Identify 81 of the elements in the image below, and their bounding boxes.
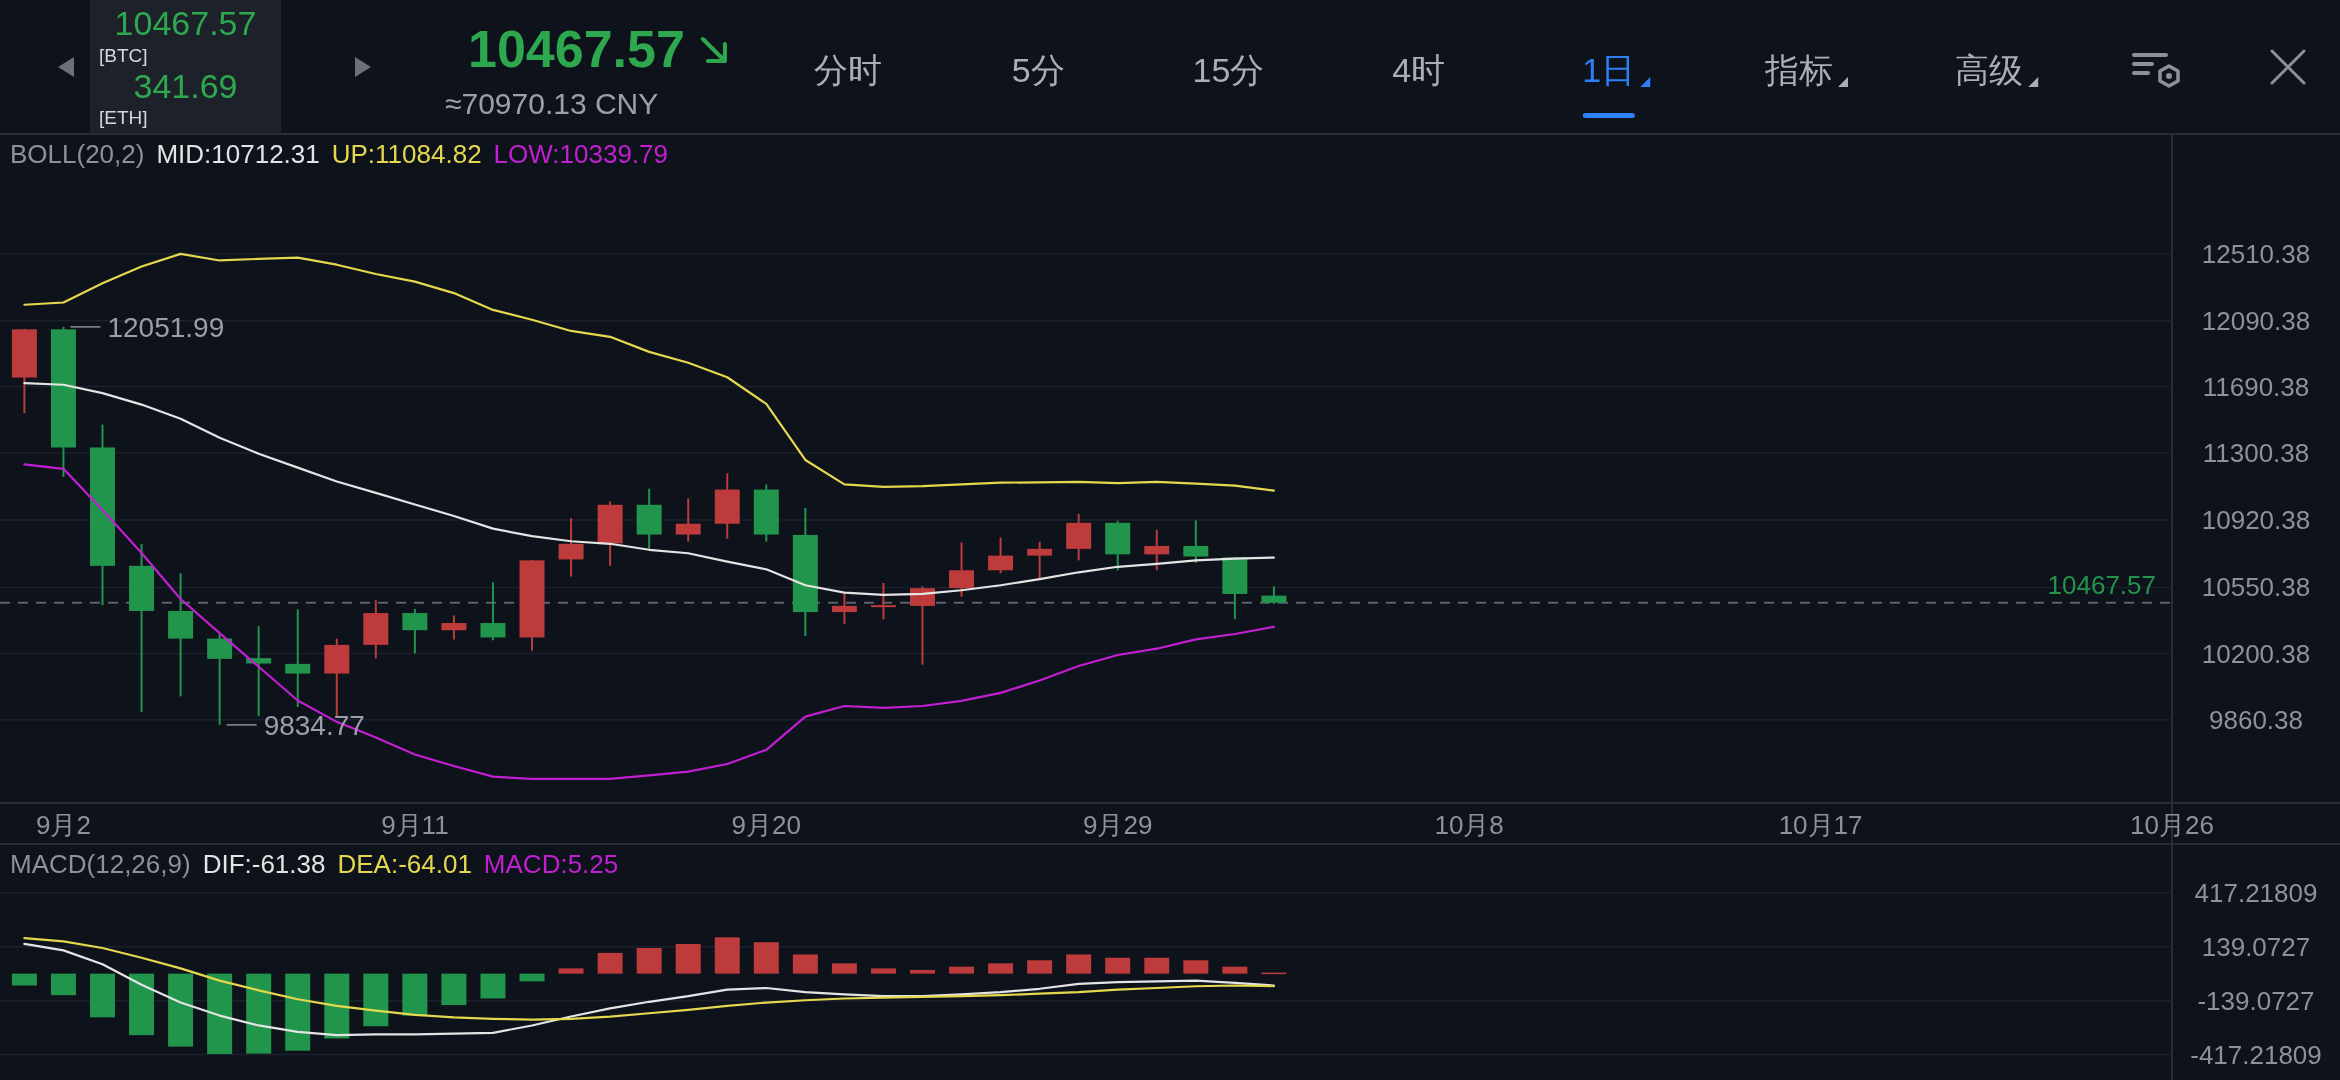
x-tick-label: 9月29 (1083, 809, 1153, 840)
bar (753, 942, 779, 974)
category-label: 4时 (1392, 50, 1446, 89)
candlestick (870, 582, 896, 621)
line-series (23, 381, 1276, 596)
bar (285, 973, 311, 1051)
y-tick-label: 12090.38 (2201, 305, 2311, 336)
y-tick-label: 11300.38 (2202, 438, 2310, 469)
bar (910, 969, 935, 974)
x-tick-label: 9月2 (35, 809, 91, 840)
bar (675, 943, 701, 974)
bar (402, 973, 428, 1016)
candlestick (441, 614, 467, 641)
category-label: 15分 (1192, 50, 1265, 89)
y-tick-label: 10920.38 (2201, 505, 2311, 535)
bar (1105, 957, 1131, 974)
bar (90, 973, 115, 1018)
bar (324, 973, 350, 1039)
bar (441, 973, 467, 1006)
annotation: 12051.99 (107, 311, 225, 343)
x-tick-label: 10月17 (1778, 809, 1863, 840)
text: 341.69 (133, 66, 238, 105)
candlestick (831, 591, 857, 625)
bar (50, 973, 76, 996)
category-label: 5分 (1011, 50, 1065, 89)
bar (831, 963, 857, 974)
y-tick-label: 9860.38 (2209, 704, 2303, 735)
y-tick-label: 11690.38 (2202, 371, 2310, 402)
y-tick-label: 417.21809 (2194, 877, 2318, 908)
y-tick-label: 12510.38 (2201, 238, 2311, 269)
x-tick-label: 10月26 (2130, 809, 2214, 840)
bar (949, 966, 975, 974)
bar (558, 968, 584, 974)
bar (246, 973, 272, 1054)
bar (480, 973, 506, 999)
text: [BTC] (99, 44, 148, 66)
category-label: 高级 (1955, 50, 2024, 89)
bar (129, 973, 155, 1036)
x-tick-label: 9月20 (731, 809, 801, 840)
bar (1183, 960, 1209, 974)
bar (714, 937, 740, 974)
candlestick (1144, 528, 1170, 572)
text: 10467.57 (468, 20, 685, 79)
ref-line-label: 10467.57 (2047, 569, 2156, 600)
bar (1144, 957, 1170, 974)
legend: MACD(12,26,9) DIF:-61.38 DEA:-64.01 MACD:5.25 (10, 849, 619, 880)
y-tick-label: 139.0727 (2201, 931, 2311, 962)
bar (1222, 966, 1248, 974)
bar (870, 968, 896, 974)
line-series (23, 942, 1276, 1037)
y-tick-label: 10200.38 (2201, 638, 2311, 669)
candlestick (480, 581, 506, 642)
bar (207, 973, 233, 1054)
candlestick (1027, 540, 1053, 580)
bar (636, 948, 662, 974)
text: ≈70970.13 CNY (445, 86, 659, 120)
candlestick (1183, 519, 1209, 564)
bar (168, 973, 194, 1047)
bar (597, 952, 623, 974)
category-label: 1日 (1582, 50, 1636, 89)
bar (1027, 960, 1053, 974)
legend: BOLL(20,2) MID:10712.31 UP:11084.82 LOW:10339.79 (10, 139, 668, 170)
bar (988, 963, 1014, 974)
x-tick-label: 10月8 (1434, 809, 1504, 840)
y-tick-label: -139.0727 (2197, 985, 2315, 1016)
line-series (23, 463, 1276, 781)
bar (519, 973, 545, 982)
y-tick-label: 10550.38 (2201, 572, 2311, 603)
candlestick (285, 608, 311, 708)
bar (792, 954, 818, 974)
bar (363, 973, 389, 1027)
bar (11, 973, 37, 986)
category-label: 分时 (814, 50, 882, 89)
text: [ETH] (99, 106, 148, 128)
x-tick-label: 9月11 (381, 809, 449, 840)
text: 10467.57 (114, 3, 257, 42)
line-series (23, 252, 1276, 492)
line-series (23, 937, 1276, 1021)
y-tick-label: -417.21809 (2190, 1039, 2322, 1070)
category-label: 指标 (1764, 50, 1833, 89)
bar (1066, 954, 1092, 974)
